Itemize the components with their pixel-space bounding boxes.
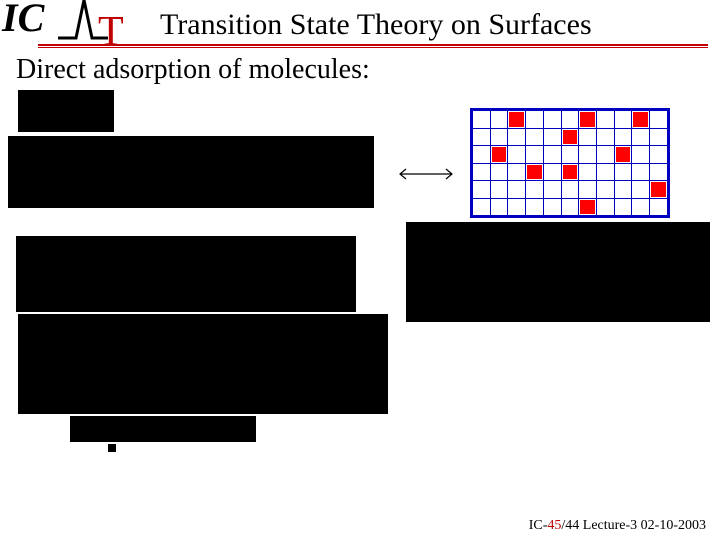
lattice-cell: [597, 163, 615, 181]
title-rule-thick: [38, 44, 708, 46]
lattice-cell: [614, 111, 632, 129]
lattice-cell: [508, 181, 526, 199]
lattice-cell: [579, 198, 597, 216]
lattice-cell: [526, 128, 544, 146]
lattice-cell: [508, 198, 526, 216]
lattice-cell: [579, 111, 597, 129]
lattice-cell: [543, 111, 561, 129]
lattice-cell: [561, 128, 579, 146]
lattice-cell: [508, 111, 526, 129]
lattice-cell: [473, 163, 491, 181]
lattice-cell: [579, 128, 597, 146]
lattice-cell: [526, 111, 544, 129]
lattice-cell: [632, 198, 650, 216]
lattice-cell: [614, 198, 632, 216]
redacted-block-a: [18, 90, 114, 132]
lattice-cell: [650, 146, 668, 164]
lattice-cell: [543, 181, 561, 199]
lattice-cell: [614, 181, 632, 199]
lattice-cell: [508, 163, 526, 181]
lattice-cell: [579, 163, 597, 181]
lattice-cell: [650, 198, 668, 216]
lattice-cell: [543, 198, 561, 216]
lattice-cell: [473, 198, 491, 216]
lattice-cell: [526, 146, 544, 164]
lattice-cell: [490, 128, 508, 146]
lattice-cell: [490, 198, 508, 216]
lattice-cell: [579, 146, 597, 164]
lattice-cell: [650, 128, 668, 146]
title-rule-thin: [38, 47, 708, 48]
lattice-cell: [579, 181, 597, 199]
lattice-cell: [597, 198, 615, 216]
lattice-cell: [561, 111, 579, 129]
lattice-cell: [473, 181, 491, 199]
lattice-cell: [561, 163, 579, 181]
lattice-cell: [597, 181, 615, 199]
lattice-cell: [561, 198, 579, 216]
lattice-cell: [614, 128, 632, 146]
footer-rest: /44 Lecture-3 02-10-2003: [561, 518, 706, 533]
lattice-cell: [632, 146, 650, 164]
lattice-cell: [473, 146, 491, 164]
footer-highlight: 45: [547, 518, 561, 533]
redacted-block-c: [16, 236, 356, 312]
lattice-cell: [526, 181, 544, 199]
footer-text: IC-45/44 Lecture-3 02-10-2003: [529, 518, 706, 534]
lattice-cell: [543, 128, 561, 146]
lattice-table: [472, 110, 668, 216]
lattice-cell: [614, 163, 632, 181]
lattice-cell: [614, 146, 632, 164]
lattice-grid: [470, 108, 670, 218]
lattice-cell: [597, 146, 615, 164]
lattice-cell: [561, 181, 579, 199]
redacted-block-b: [8, 136, 374, 208]
lattice-cell: [490, 111, 508, 129]
redacted-dot-g: [108, 444, 116, 452]
redacted-block-d: [406, 222, 710, 322]
lattice-cell: [543, 163, 561, 181]
logo-t-text: T: [98, 8, 124, 56]
footer-prefix: IC-: [529, 518, 548, 533]
redacted-dot-h: [260, 382, 268, 390]
lattice-cell: [473, 128, 491, 146]
lattice-cell: [632, 163, 650, 181]
lattice-cell: [473, 111, 491, 129]
lattice-cell: [632, 181, 650, 199]
lattice-cell: [597, 111, 615, 129]
lattice-cell: [543, 146, 561, 164]
lattice-cell: [526, 198, 544, 216]
logo-ic-text: IC: [2, 0, 44, 41]
slide-subtitle: Direct adsorption of molecules:: [16, 54, 370, 86]
double-arrow-icon: [396, 168, 456, 180]
lattice-cell: [490, 146, 508, 164]
lattice-cell: [526, 163, 544, 181]
slide-title: Transition State Theory on Surfaces: [160, 8, 592, 42]
lattice-cell: [632, 128, 650, 146]
lattice-cell: [650, 163, 668, 181]
lattice-cell: [650, 111, 668, 129]
lattice-cell: [597, 128, 615, 146]
lattice-cell: [490, 163, 508, 181]
lattice-cell: [561, 146, 579, 164]
lattice-cell: [508, 146, 526, 164]
lattice-cell: [490, 181, 508, 199]
redacted-block-e: [18, 314, 388, 414]
lattice-cell: [508, 128, 526, 146]
lattice-cell: [632, 111, 650, 129]
lattice-cell: [650, 181, 668, 199]
redacted-block-f: [70, 416, 256, 442]
